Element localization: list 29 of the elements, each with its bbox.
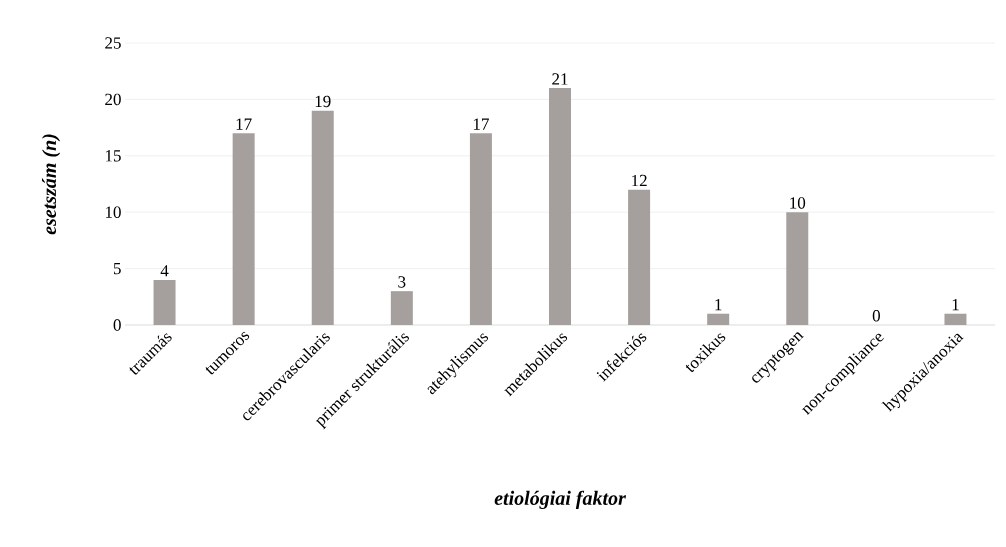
y-tick-label: 20 [105, 93, 121, 106]
x-axis-title: etiológiai faktor [494, 490, 627, 509]
data-label: 17 [473, 118, 489, 130]
y-axis-title: esetszám (n) [41, 134, 61, 235]
y-tick-label: 10 [105, 206, 121, 218]
bar [311, 110, 334, 325]
y-tick-label: 15 [105, 150, 121, 162]
bar [469, 133, 492, 325]
bar [944, 313, 967, 325]
bar [707, 313, 730, 325]
data-label: 1 [952, 298, 959, 311]
data-label: 12 [632, 174, 647, 187]
y-tick-label: 5 [113, 262, 121, 275]
data-label: 19 [315, 95, 331, 108]
bar [628, 189, 651, 325]
data-label: 10 [790, 197, 806, 209]
data-label: 0 [872, 309, 880, 322]
bar [786, 212, 809, 325]
bar [232, 133, 255, 325]
data-label: 1 [715, 298, 722, 311]
bar [549, 88, 571, 325]
y-tick-label: 0 [113, 319, 121, 331]
data-label: 17 [236, 118, 252, 130]
data-label: 3 [398, 276, 406, 288]
data-label: 21 [552, 73, 568, 85]
y-tick-label: 25 [105, 37, 121, 49]
data-label: 4 [160, 265, 169, 277]
bar [153, 279, 176, 325]
bar [390, 291, 413, 325]
